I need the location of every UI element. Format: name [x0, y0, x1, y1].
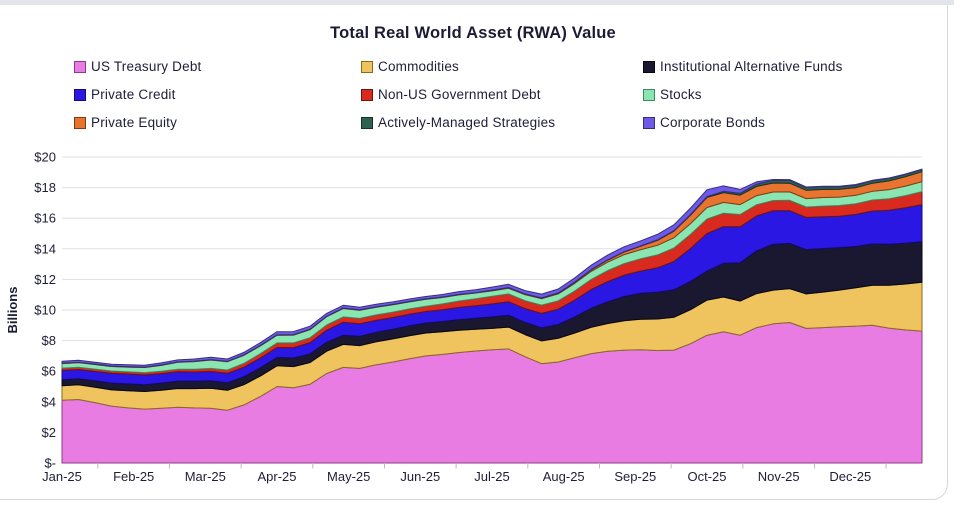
- legend-item-label: Stocks: [660, 87, 702, 102]
- legend-item-label: US Treasury Debt: [91, 59, 202, 74]
- area-series-corporate-bonds: [61, 168, 923, 368]
- legend-item: US Treasury Debt: [74, 58, 361, 75]
- x-tick-label: Nov-25: [758, 469, 800, 484]
- legend-swatch-icon: [643, 116, 655, 129]
- y-tick-label: $16: [34, 211, 56, 226]
- x-tick-label: Jan-25: [42, 469, 82, 484]
- legend-swatch-icon: [643, 88, 655, 101]
- legend-item: Private Equity: [74, 114, 361, 131]
- legend-item: Actively-Managed Strategies: [361, 114, 643, 131]
- legend: US Treasury Debt Commodities Institutional…: [74, 58, 940, 131]
- x-tick-label: Apr-25: [257, 469, 296, 484]
- legend-item: Commodities: [361, 58, 643, 75]
- legend-item-label: Institutional Alternative Funds: [660, 59, 843, 74]
- legend-swatch-icon: [361, 116, 373, 129]
- chart-title: Total Real World Asset (RWA) Value: [330, 24, 616, 42]
- legend-swatch-icon: [74, 60, 86, 73]
- legend-swatch-icon: [74, 88, 86, 101]
- y-tick-label: $14: [34, 241, 56, 256]
- legend-item-label: Private Credit: [91, 87, 176, 102]
- legend-item: Institutional Alternative Funds: [643, 58, 940, 75]
- legend-item: Stocks: [643, 86, 940, 103]
- x-tick-label: Mar-25: [185, 469, 226, 484]
- y-tick-label: $6: [42, 364, 56, 379]
- y-tick-label: $-: [44, 456, 56, 471]
- x-tick-label: Oct-25: [687, 469, 726, 484]
- legend-item: Private Credit: [74, 86, 361, 103]
- legend-item: Non-US Government Debt: [361, 86, 643, 103]
- y-tick-label: $4: [42, 394, 56, 409]
- y-tick-label: $8: [42, 333, 56, 348]
- y-axis-title: Billions: [5, 287, 20, 334]
- y-tick-label: $20: [34, 150, 56, 165]
- x-tick-label: Aug-25: [543, 469, 585, 484]
- x-tick-label: Feb-25: [113, 469, 154, 484]
- legend-item-label: Non-US Government Debt: [378, 87, 541, 102]
- legend-item: Corporate Bonds: [643, 114, 940, 131]
- legend-item-label: Actively-Managed Strategies: [378, 115, 556, 130]
- legend-item-label: Private Equity: [91, 115, 178, 130]
- legend-swatch-icon: [361, 88, 373, 101]
- legend-swatch-icon: [643, 60, 655, 73]
- x-tick-label: May-25: [327, 469, 370, 484]
- y-tick-label: $2: [42, 425, 56, 440]
- legend-item-label: Commodities: [378, 59, 459, 74]
- page-top-strip: [0, 0, 954, 5]
- y-tick-label: $10: [34, 303, 56, 318]
- legend-item-label: Corporate Bonds: [660, 115, 766, 130]
- x-tick-label: Jul-25: [474, 469, 509, 484]
- y-tick-label: $12: [34, 272, 56, 287]
- legend-swatch-icon: [74, 116, 86, 129]
- legend-swatch-icon: [361, 60, 373, 73]
- x-tick-label: Jun-25: [400, 469, 440, 484]
- x-tick-label: Sep-25: [614, 469, 656, 484]
- y-tick-label: $18: [34, 180, 56, 195]
- x-tick-label: Dec-25: [829, 469, 871, 484]
